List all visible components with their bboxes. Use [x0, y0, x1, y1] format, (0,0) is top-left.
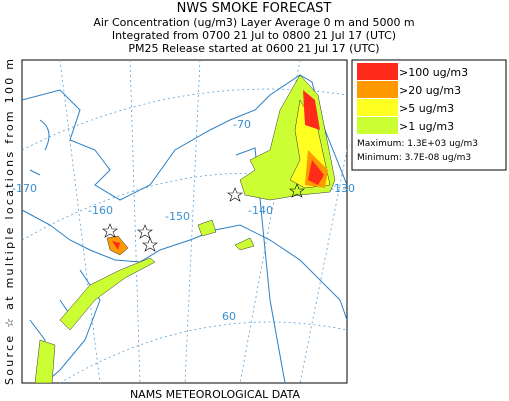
- graticule: [59, 321, 347, 383]
- border: [235, 147, 286, 383]
- legend-label: >1 ug/m3: [399, 120, 454, 133]
- graticule: [59, 60, 101, 383]
- title: NWS SMOKE FORECAST: [177, 1, 332, 16]
- legend-label: >5 ug/m3: [399, 102, 454, 115]
- graticule: [129, 60, 141, 383]
- side-label: Source ☆ at multiple locations from 100 …: [3, 59, 16, 385]
- graticule: [22, 172, 347, 241]
- legend-swatch: [357, 81, 398, 98]
- graticule-label: -70: [233, 118, 251, 131]
- legend-label: >100 ug/m3: [399, 66, 468, 79]
- subtitle: Air Concentration (ug/m3) Layer Average …: [93, 16, 414, 29]
- graticule-label: -160: [88, 204, 113, 217]
- graticule-label: 60: [222, 310, 236, 323]
- legend-swatch: [357, 99, 398, 116]
- graticule-label: -170: [12, 182, 37, 195]
- subtitle: PM25 Release started at 0600 21 Jul 17 (…: [128, 42, 379, 55]
- subtitle: Integrated from 0700 21 Jul to 0800 21 J…: [112, 29, 396, 42]
- graticule: [184, 60, 201, 383]
- graticule-label: -130: [330, 182, 355, 195]
- smoke: [34, 74, 336, 383]
- graticule-label: -140: [248, 204, 273, 217]
- source-markers: [102, 183, 305, 252]
- legend-swatch: [357, 63, 398, 80]
- legend: Maximum: 1.3E+03 ug/m3 Minimum: 3.7E-08 …: [351, 59, 507, 171]
- legend-maximum: Maximum: 1.3E+03 ug/m3: [357, 139, 478, 149]
- footer: NAMS METEOROLOGICAL DATA: [130, 388, 301, 401]
- coastline: [22, 74, 347, 383]
- legend-minimum: Minimum: 3.7E-08 ug/m3: [357, 153, 471, 163]
- legend-swatch: [357, 117, 398, 134]
- graticule-label: -150: [165, 210, 190, 223]
- legend-label: >20 ug/m3: [399, 84, 461, 97]
- map: -170 -160 -150 -140 -130 -70 60: [12, 59, 355, 384]
